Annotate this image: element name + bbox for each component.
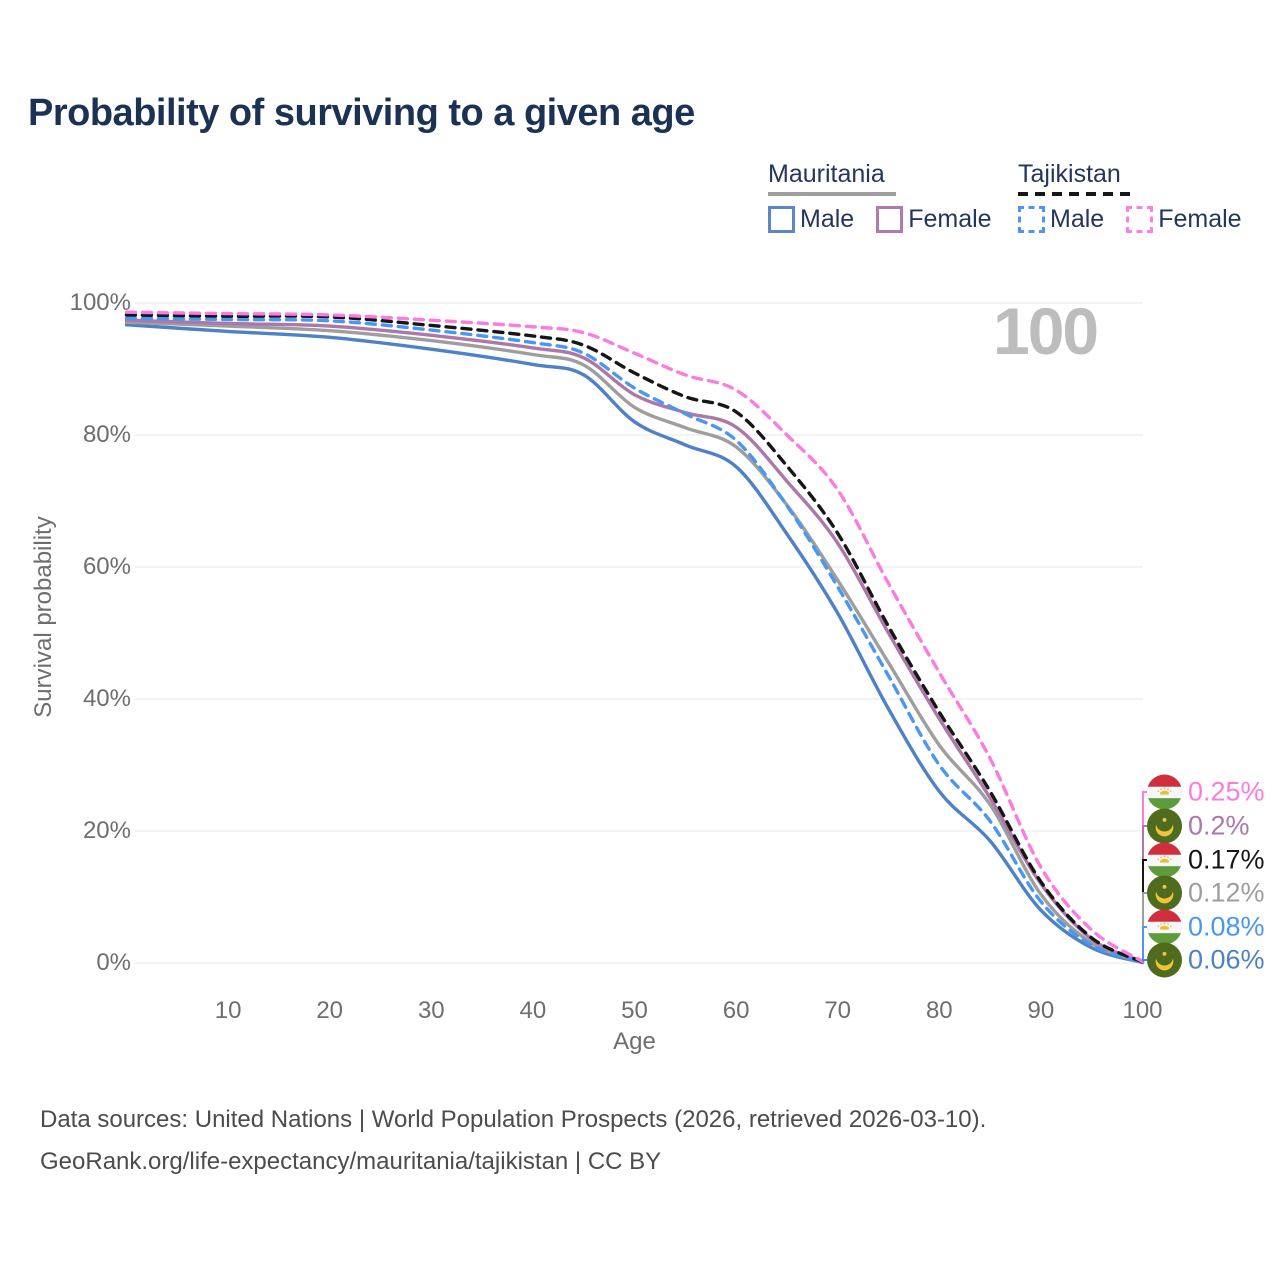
- y-tick-label: 40%: [82, 685, 131, 712]
- x-tick-label: 100: [1122, 997, 1163, 1024]
- y-axis-title: Survival probability: [30, 516, 57, 718]
- page-title: Probability of surviving to a given age: [28, 92, 695, 134]
- leader-line: [1142, 959, 1147, 962]
- x-tick-label: 50: [621, 997, 648, 1024]
- legend-group-tajikistan: Tajikistan Male Female: [1018, 160, 1242, 234]
- x-tick-label: 70: [824, 997, 852, 1024]
- legend-item-mauritania-female[interactable]: Female: [876, 205, 992, 234]
- mauritania-flag-icon: [1147, 942, 1182, 978]
- tajikistan-line-sample: [1018, 192, 1130, 196]
- end-label-value: 0.12%: [1188, 877, 1265, 908]
- legend-item-tajikistan-female[interactable]: Female: [1126, 205, 1242, 234]
- end-label-mauritania: 0.12%: [1147, 875, 1265, 911]
- end-label-value: 0.06%: [1188, 944, 1265, 975]
- curve-mauritania-female[interactable]: [124, 318, 1145, 964]
- legend-item-label: Male: [800, 205, 855, 233]
- legend-item-tajikistan-male[interactable]: Male: [1018, 205, 1104, 234]
- end-label-mauritania-male: 0.06%: [1147, 942, 1265, 978]
- legend-country-mauritania[interactable]: Mauritania: [768, 160, 885, 188]
- mauritania-female-swatch-icon[interactable]: [876, 206, 904, 233]
- x-tick-label: 20: [316, 997, 344, 1024]
- end-label-value: 0.2%: [1188, 810, 1250, 841]
- legend-country-tajikistan[interactable]: Tajikistan: [1018, 160, 1121, 188]
- legend-item-label: Female: [908, 205, 992, 233]
- end-label-mauritania-female: 0.2%: [1147, 808, 1250, 844]
- legend-item-label: Male: [1050, 205, 1105, 233]
- mauritania-line-sample: [768, 192, 896, 196]
- x-tick-label: 60: [722, 997, 750, 1024]
- x-axis-title: Age: [613, 1028, 656, 1055]
- attribution-note: GeoRank.org/life-expectancy/mauritania/t…: [40, 1148, 662, 1175]
- y-tick-label: 20%: [82, 817, 131, 844]
- tajikistan-flag-icon: [1147, 842, 1182, 878]
- curve-tajikistan-male[interactable]: [124, 316, 1145, 965]
- end-label-tajikistan-male: 0.08%: [1147, 909, 1265, 945]
- mauritania-flag-icon: [1147, 875, 1182, 911]
- mauritania-flag-icon: [1147, 808, 1182, 844]
- mauritania-male-swatch-icon[interactable]: [768, 206, 795, 233]
- y-tick-label: 80%: [82, 421, 131, 448]
- legend-item-mauritania-male[interactable]: Male: [768, 205, 854, 234]
- curve-tajikistan-female[interactable]: [124, 310, 1145, 964]
- age-watermark: 100: [993, 294, 1099, 368]
- end-label-value: 0.17%: [1188, 844, 1265, 875]
- end-label-tajikistan: 0.17%: [1147, 842, 1265, 878]
- end-label-value: 0.25%: [1188, 776, 1265, 807]
- tajikistan-male-swatch-icon[interactable]: [1018, 206, 1045, 233]
- x-tick-label: 30: [417, 997, 445, 1024]
- end-label-value: 0.08%: [1188, 911, 1265, 942]
- leader-line: [1142, 926, 1147, 962]
- x-tick-label: 90: [1027, 997, 1055, 1024]
- x-tick-label: 40: [519, 997, 547, 1024]
- curve-mauritania-male[interactable]: [124, 323, 1145, 965]
- legend-item-label: Female: [1158, 205, 1242, 233]
- y-tick-label: 60%: [82, 553, 131, 580]
- x-tick-label: 10: [214, 997, 242, 1024]
- x-tick-label: 80: [925, 997, 953, 1024]
- end-label-tajikistan-female: 0.25%: [1147, 774, 1265, 810]
- tajikistan-female-swatch-icon[interactable]: [1126, 206, 1154, 233]
- curve-tajikistan[interactable]: [124, 313, 1145, 964]
- curve-mauritania[interactable]: [124, 320, 1145, 964]
- y-tick-label: 100%: [69, 289, 131, 316]
- legend-group-mauritania: Mauritania Male Female: [768, 160, 992, 234]
- tajikistan-flag-icon: [1147, 774, 1182, 810]
- tajikistan-flag-icon: [1147, 909, 1182, 945]
- y-tick-label: 0%: [96, 949, 131, 976]
- data-sources-note: Data sources: United Nations | World Pop…: [40, 1106, 987, 1133]
